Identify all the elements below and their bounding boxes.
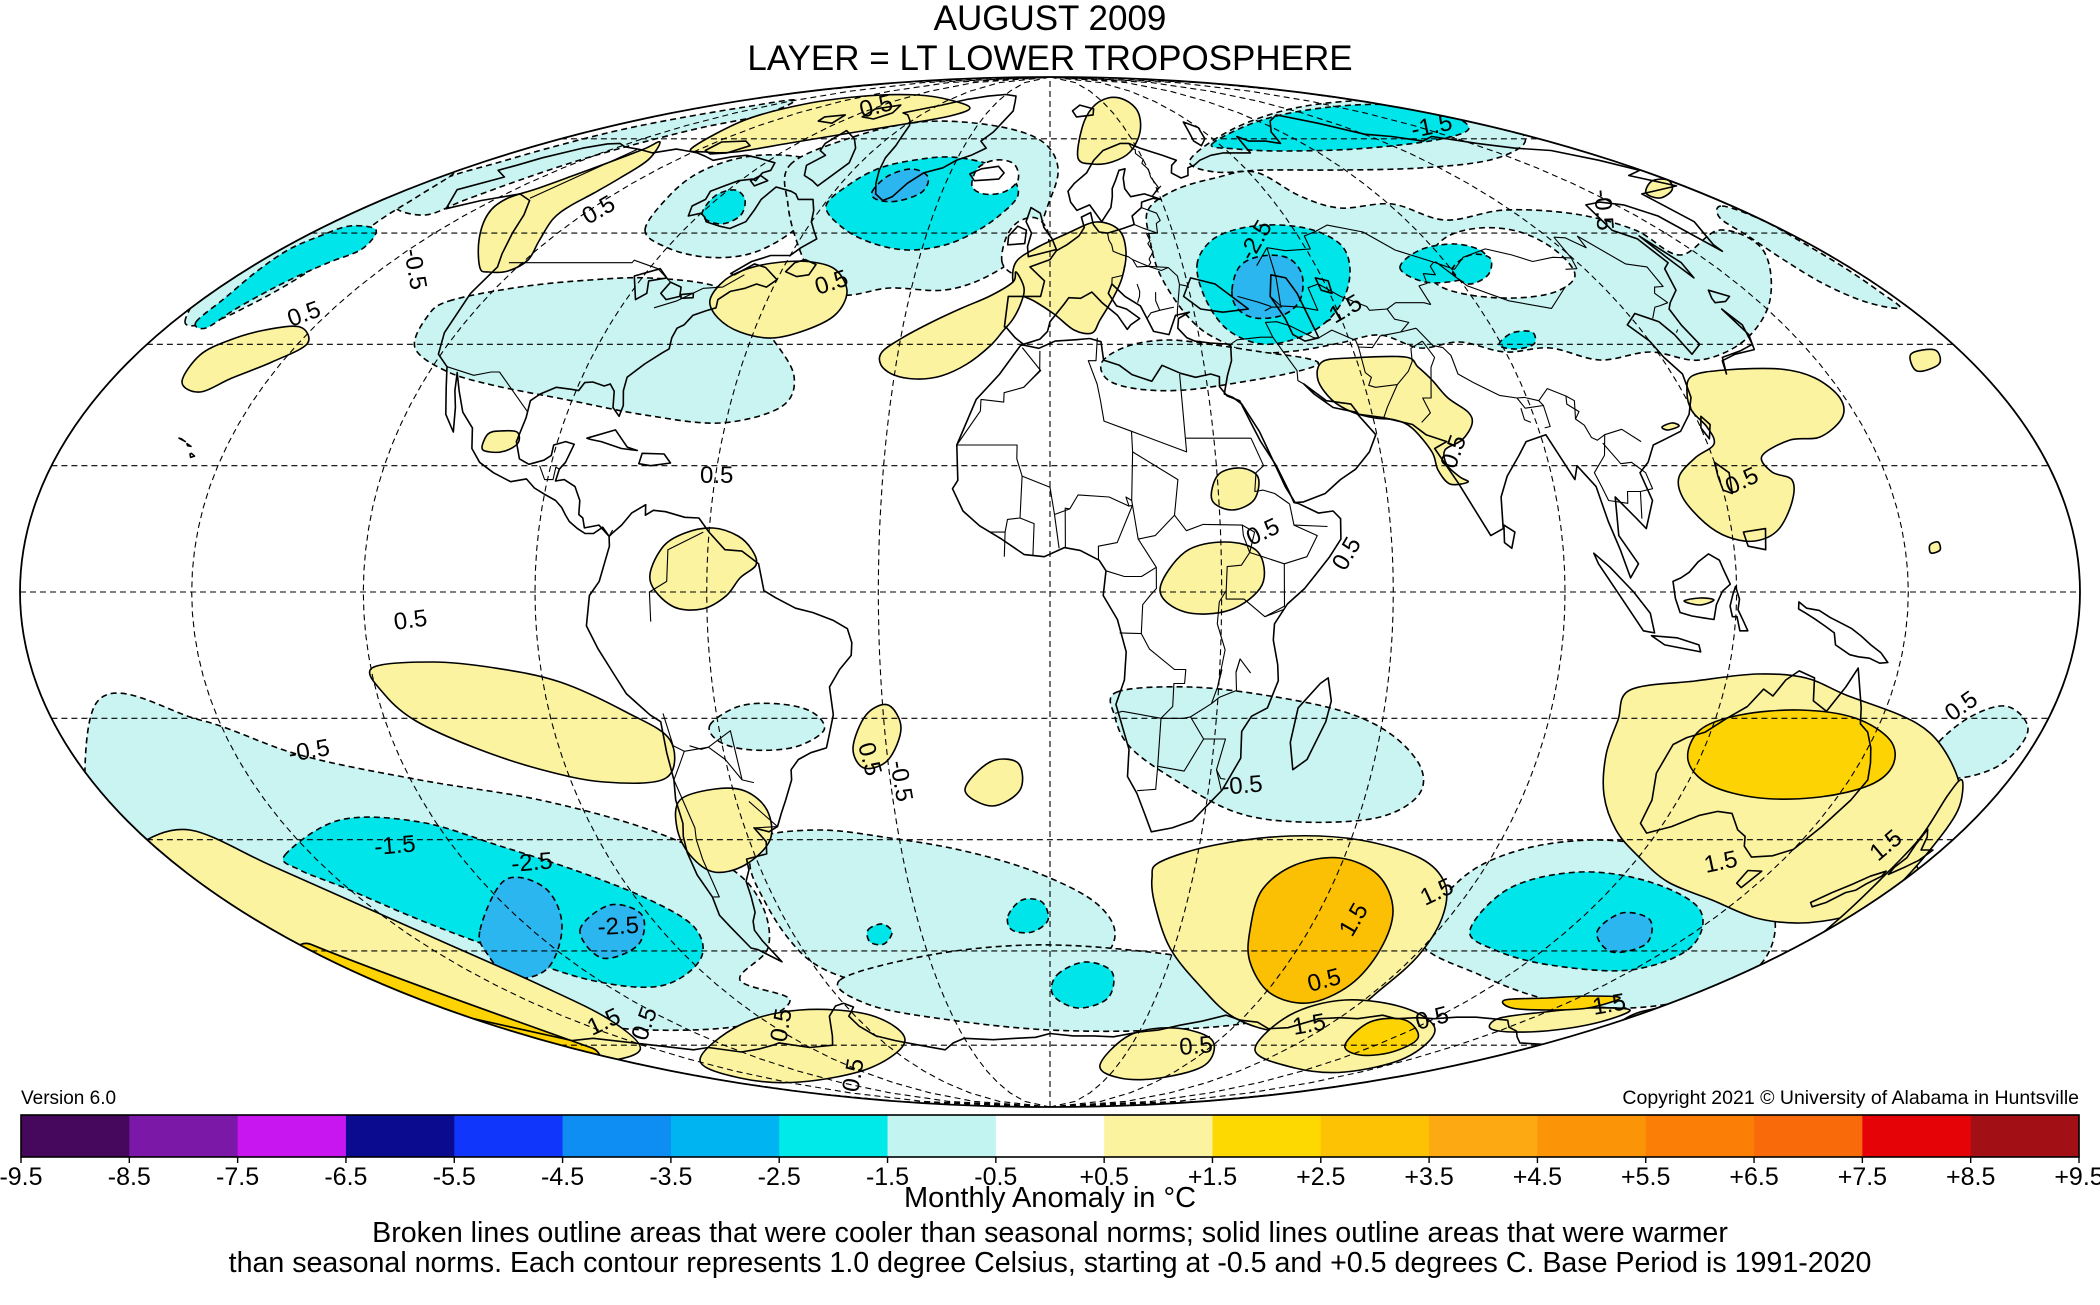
svg-text:-5.5: -5.5 (433, 1163, 476, 1191)
svg-text:LAYER = LT LOWER TROPOSPHERE: LAYER = LT LOWER TROPOSPHERE (747, 39, 1352, 78)
svg-text:AUGUST 2009: AUGUST 2009 (934, 0, 1167, 38)
svg-text:-4.5: -4.5 (541, 1163, 584, 1191)
svg-text:+2.5: +2.5 (1296, 1163, 1345, 1191)
svg-text:-6.5: -6.5 (324, 1163, 367, 1191)
svg-text:Broken lines outline areas tha: Broken lines outline areas that were coo… (372, 1217, 1728, 1249)
svg-text:1.5: 1.5 (1590, 989, 1628, 1021)
svg-text:+7.5: +7.5 (1838, 1163, 1887, 1191)
svg-text:-0.5: -0.5 (1220, 770, 1264, 801)
svg-text:-1.5: -1.5 (866, 1163, 909, 1191)
svg-text:-3.5: -3.5 (649, 1163, 692, 1191)
svg-text:0.5: 0.5 (392, 605, 429, 636)
svg-text:0.5: 0.5 (765, 1006, 797, 1044)
svg-text:+9.5: +9.5 (2054, 1163, 2100, 1191)
svg-text:-9.5: -9.5 (0, 1163, 43, 1191)
svg-text:0.5: 0.5 (837, 1056, 869, 1094)
svg-text:+0.5: +0.5 (1080, 1163, 1129, 1191)
svg-text:-2.5: -2.5 (510, 847, 554, 878)
svg-text:1.5: 1.5 (1290, 1009, 1328, 1041)
svg-text:0.5: 0.5 (1178, 1031, 1214, 1061)
svg-text:Version 6.0: Version 6.0 (21, 1088, 116, 1109)
svg-text:0.5: 0.5 (700, 462, 733, 489)
svg-text:-8.5: -8.5 (108, 1163, 151, 1191)
svg-text:-7.5: -7.5 (216, 1163, 259, 1191)
svg-text:Copyright 2021 © University of: Copyright 2021 © University of Alabama i… (1622, 1087, 2079, 1109)
svg-text:-0.5: -0.5 (1588, 188, 1619, 232)
svg-text:-0.5: -0.5 (974, 1163, 1017, 1191)
svg-text:+1.5: +1.5 (1188, 1163, 1237, 1191)
svg-text:+6.5: +6.5 (1729, 1163, 1778, 1191)
svg-text:-2.5: -2.5 (597, 912, 640, 941)
svg-text:than seasonal norms. Each cont: than seasonal norms. Each contour repres… (229, 1247, 1872, 1279)
svg-text:+4.5: +4.5 (1513, 1163, 1562, 1191)
svg-text:-1.5: -1.5 (373, 830, 417, 861)
svg-text:+3.5: +3.5 (1404, 1163, 1453, 1191)
svg-text:Monthly Anomaly in °C: Monthly Anomaly in °C (904, 1182, 1196, 1214)
svg-text:+5.5: +5.5 (1621, 1163, 1670, 1191)
svg-text:+8.5: +8.5 (1946, 1163, 1995, 1191)
svg-text:-2.5: -2.5 (758, 1163, 801, 1191)
